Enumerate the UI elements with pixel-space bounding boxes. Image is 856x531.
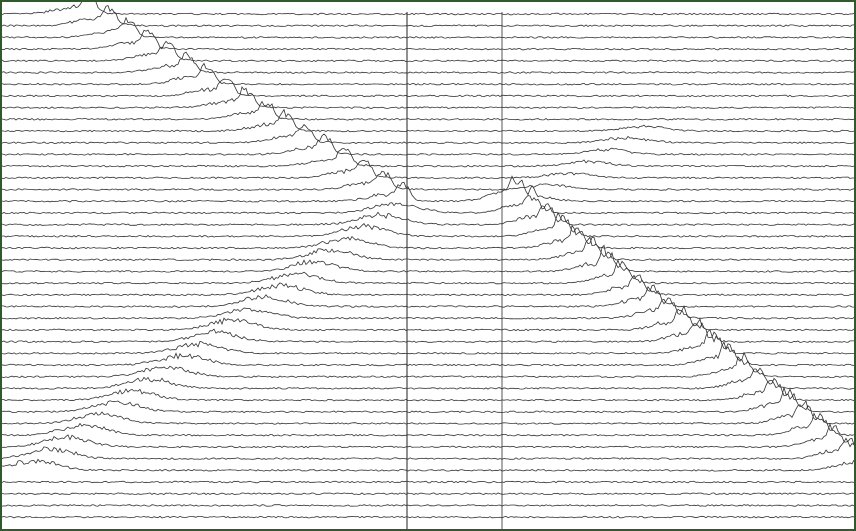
trace	[2, 309, 854, 330]
trace	[2, 357, 854, 378]
trace	[2, 459, 854, 471]
trace	[2, 299, 854, 319]
trace	[2, 110, 854, 132]
trace	[2, 369, 854, 389]
trace	[2, 196, 854, 214]
trace	[2, 275, 854, 295]
trace	[2, 260, 854, 284]
trace	[2, 134, 854, 155]
trace	[2, 160, 854, 178]
trace	[2, 342, 854, 366]
trace	[2, 481, 854, 483]
trace	[2, 30, 854, 50]
trace	[2, 125, 854, 144]
trace	[2, 493, 854, 495]
trace	[2, 438, 854, 459]
trace	[2, 149, 854, 167]
trace	[2, 226, 854, 249]
trace	[2, 171, 854, 190]
trace	[2, 102, 854, 121]
trace	[2, 6, 854, 27]
trace	[2, 287, 854, 308]
trace	[2, 405, 854, 425]
trace	[2, 237, 854, 260]
trace	[2, 323, 854, 342]
trace	[2, 64, 854, 86]
trace	[2, 413, 854, 436]
trace	[2, 380, 854, 401]
trace	[2, 52, 854, 73]
trace	[2, 79, 854, 97]
trace	[2, 87, 854, 108]
trace	[2, 505, 854, 507]
trace	[2, 2, 854, 15]
trace	[2, 516, 854, 518]
trace	[2, 18, 854, 39]
